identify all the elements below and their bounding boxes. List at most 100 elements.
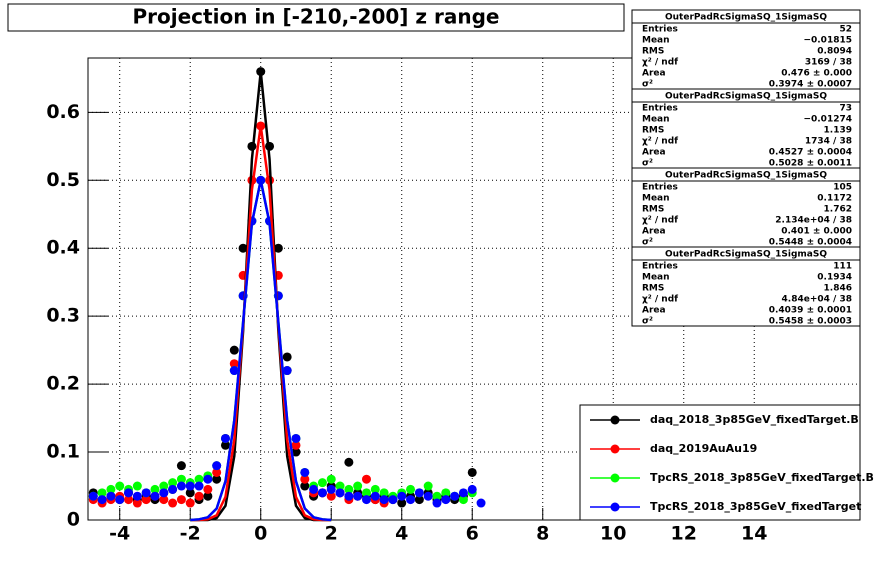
data-point <box>115 495 125 505</box>
stats-value: 2.134e+04 / 38 <box>775 216 852 226</box>
stats-label: RMS <box>642 47 664 57</box>
data-point <box>220 440 230 450</box>
data-point <box>141 495 151 505</box>
data-point <box>361 495 371 505</box>
data-point <box>361 488 371 498</box>
x-tick-label: 2 <box>325 523 338 545</box>
x-tick-label: 4 <box>395 523 408 545</box>
stats-value: −0.01815 <box>803 36 852 46</box>
data-point <box>317 478 327 488</box>
stats-value: 111 <box>833 262 852 272</box>
data-point <box>229 359 239 369</box>
data-point <box>300 481 310 491</box>
data-point <box>291 440 301 450</box>
stats-label: Mean <box>642 273 670 283</box>
data-point <box>361 474 371 484</box>
data-point <box>150 491 160 501</box>
data-point <box>176 495 186 505</box>
stats-value: 0.3974 ± 0.0007 <box>769 80 852 90</box>
legend-marker <box>610 415 620 425</box>
data-point <box>212 474 222 484</box>
stats-value: 0.8094 <box>817 47 852 57</box>
x-tick-label: 12 <box>671 523 697 545</box>
data-point <box>344 484 354 494</box>
stats-label: Mean <box>642 194 670 204</box>
data-point <box>423 491 433 501</box>
x-tick-label: 14 <box>741 523 767 545</box>
data-point <box>476 498 486 508</box>
data-point <box>467 484 477 494</box>
data-point <box>326 491 336 501</box>
stats-label: Mean <box>642 36 670 46</box>
stats-value: 3169 / 38 <box>805 58 852 68</box>
x-tick-label: 8 <box>536 523 549 545</box>
y-tick-label: 0.2 <box>46 373 80 395</box>
stats-label: σ² <box>642 238 653 248</box>
stats-value: 52 <box>839 25 852 35</box>
stats-label: Area <box>642 227 666 237</box>
data-point <box>344 457 354 467</box>
legend-label: daq_2018_3p85GeV_fixedTarget.B <box>650 413 859 426</box>
data-point <box>212 461 222 471</box>
data-point <box>291 447 301 457</box>
data-point <box>141 488 151 498</box>
legend-label: TpcRS_2018_3p85GeV_fixedTarget.B <box>650 471 874 484</box>
data-point <box>414 488 424 498</box>
y-tick-label: 0 <box>67 509 80 531</box>
data-point <box>458 495 468 505</box>
stats-value: 105 <box>833 183 852 193</box>
stats-label: χ² / ndf <box>642 295 678 305</box>
y-tick-label: 0.5 <box>46 169 80 191</box>
x-tick-label: 10 <box>600 523 626 545</box>
stats-value: 0.4039 ± 0.0001 <box>769 306 852 316</box>
stats-label: Area <box>642 69 666 79</box>
data-point <box>397 498 407 508</box>
stats-label: RMS <box>642 284 664 294</box>
legend-label: TpcRS_2018_3p85GeV_fixedTarget <box>650 500 861 513</box>
stats-value: 0.5448 ± 0.0004 <box>769 238 852 248</box>
data-point <box>238 243 248 253</box>
data-point <box>335 488 345 498</box>
data-point <box>467 467 477 477</box>
data-point <box>106 491 116 501</box>
data-point <box>132 491 142 501</box>
stats-value: 0.476 ± 0.000 <box>781 69 852 79</box>
data-point <box>273 243 283 253</box>
data-point <box>379 495 389 505</box>
data-point <box>353 481 363 491</box>
data-point <box>353 491 363 501</box>
data-point <box>458 488 468 498</box>
data-point <box>344 491 354 501</box>
data-point <box>185 498 195 508</box>
data-point <box>282 352 292 362</box>
stats-label: Entries <box>642 104 678 114</box>
data-point <box>282 366 292 376</box>
data-point <box>388 495 398 505</box>
stats-label: σ² <box>642 317 653 327</box>
stats-value: 0.4527 ± 0.0004 <box>769 148 852 158</box>
data-point <box>168 498 178 508</box>
data-point <box>423 481 433 491</box>
data-point <box>432 498 442 508</box>
data-point <box>176 474 186 484</box>
data-point <box>194 491 204 501</box>
stats-title: OuterPadRcSigmaSQ_1SigmaSQ <box>665 92 827 102</box>
data-point <box>370 491 380 501</box>
data-point <box>300 474 310 484</box>
stats-value: 0.1934 <box>817 273 852 283</box>
legend-box <box>579 404 861 521</box>
stats-value: 1734 / 38 <box>805 137 852 147</box>
data-point <box>229 366 239 376</box>
data-point <box>168 484 178 494</box>
data-point <box>88 491 98 501</box>
data-point <box>132 498 142 508</box>
stats-label: RMS <box>642 126 664 136</box>
stats-value: 73 <box>839 104 852 114</box>
data-point <box>379 488 389 498</box>
data-point <box>106 484 116 494</box>
stats-title: OuterPadRcSigmaSQ_1SigmaSQ <box>665 250 827 260</box>
data-point <box>97 488 107 498</box>
stats-value: 1.846 <box>824 284 852 294</box>
data-point <box>176 481 186 491</box>
